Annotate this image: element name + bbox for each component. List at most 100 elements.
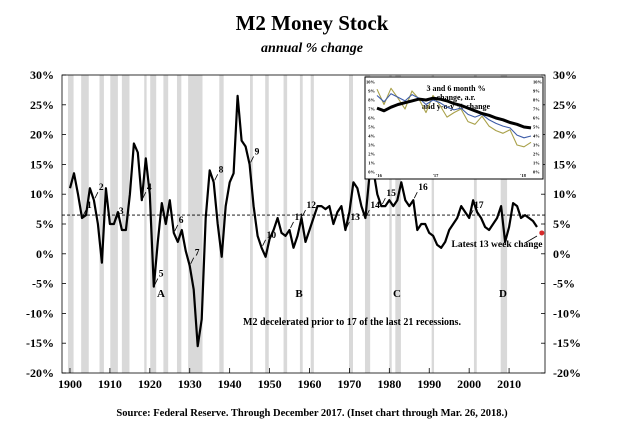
inset-y-tick-left: 1% xyxy=(368,161,375,166)
annotation-arrow xyxy=(302,209,306,217)
annotation-arrow xyxy=(94,191,99,199)
x-tick-label: 1910 xyxy=(98,377,122,391)
recession-band-20 xyxy=(431,75,435,373)
inset-y-tick-right: 1% xyxy=(533,161,540,166)
period-label-c: C xyxy=(393,288,401,300)
annotation-arrow xyxy=(413,191,418,199)
y-tick-right: -20% xyxy=(553,366,581,380)
x-tick-label: 1980 xyxy=(377,377,401,391)
recession-band-18 xyxy=(389,75,392,373)
inset-series-line-0 xyxy=(376,96,532,130)
x-axis: 1900 1910 1920 1930 1940 1950 1960 1970 1980 1990… xyxy=(58,368,521,391)
inset-y-tick-right: 4% xyxy=(533,134,540,139)
inset-series-line-1 xyxy=(376,93,532,139)
y-tick-left: 30% xyxy=(30,68,54,82)
annotation-label: 2 xyxy=(99,183,104,193)
annotation-arrow xyxy=(174,224,179,232)
y-tick-right: 15% xyxy=(553,157,577,171)
annotation-label: 1 xyxy=(87,201,92,211)
inset-x-tick: '17 xyxy=(433,173,440,178)
y-axis-left: 30% 25% 20% 15% 10% 5% 0% -5% -10% -15% -20% xyxy=(26,68,66,380)
annotation-arrow xyxy=(214,174,219,181)
y-tick-right: 25% xyxy=(553,98,577,112)
annotation-label: 7 xyxy=(195,249,200,259)
recession-band-13 xyxy=(283,75,288,373)
y-tick-left: -10% xyxy=(26,306,54,320)
annotation-label: 5 xyxy=(159,270,164,280)
inset-x-axis: '16 '17 '18 xyxy=(376,173,527,178)
annotation-label: 12 xyxy=(307,201,317,211)
inset-series-line-2 xyxy=(376,87,532,148)
y-tick-left: 10% xyxy=(30,187,54,201)
y-tick-left: 20% xyxy=(30,128,54,142)
annotation-label: 15 xyxy=(386,189,396,199)
annotation-arrow xyxy=(82,209,87,217)
y-tick-left: -15% xyxy=(26,336,54,350)
y-tick-right: -15% xyxy=(553,336,581,350)
inset-y-tick-right: 8% xyxy=(533,98,540,103)
recession-band-19 xyxy=(395,75,401,373)
y-tick-left: -5% xyxy=(32,277,54,291)
inset-y-tick-right: 9% xyxy=(533,89,540,94)
x-tick-label: 2010 xyxy=(497,377,521,391)
recession-band-21 xyxy=(473,75,477,373)
recession-band-1 xyxy=(81,75,89,373)
annotation-label: 17 xyxy=(474,201,484,211)
period-label-d: D xyxy=(499,288,507,300)
inset-y-tick-right: 2% xyxy=(533,152,540,157)
x-tick-label: 1960 xyxy=(297,377,321,391)
recession-band-12 xyxy=(265,75,269,373)
y-tick-right: 0% xyxy=(553,247,571,261)
inset-y-tick-left: 4% xyxy=(368,134,375,139)
y-tick-left: -20% xyxy=(26,366,54,380)
annotation-label: 9 xyxy=(255,147,260,157)
inset-y-tick-left: 8% xyxy=(368,98,375,103)
inset-y-tick-right: 6% xyxy=(533,116,540,121)
latest-change-label: Latest 13 week change xyxy=(451,240,542,250)
inset-title-line-3: and y-o-y % change xyxy=(422,102,491,111)
y-tick-right: 10% xyxy=(553,187,577,201)
inset-y-tick-right: 0% xyxy=(533,170,540,175)
x-tick-label: 1900 xyxy=(58,377,82,391)
annotation-arrow xyxy=(262,239,266,247)
recession-band-17 xyxy=(364,75,371,373)
y-tick-right: 20% xyxy=(553,128,577,142)
annotation-arrow xyxy=(190,257,195,264)
latest-change-arrow xyxy=(524,235,538,244)
inset-y-tick-left: 2% xyxy=(368,152,375,157)
annotation-arrow xyxy=(290,221,294,229)
y-tick-left: 5% xyxy=(36,217,54,231)
x-tick-label: 2000 xyxy=(457,377,481,391)
inset-title-line-1: 3 and 6 month % xyxy=(426,84,485,93)
annotation-arrow xyxy=(250,156,254,163)
inset-y-tick-left: 10% xyxy=(366,80,376,85)
recession-band-8 xyxy=(176,75,182,373)
annotation-label: 14 xyxy=(370,201,380,211)
m2-growth-line xyxy=(68,94,538,348)
inset-y-tick-right: 7% xyxy=(533,107,540,112)
chart-title: M2 Money Stock xyxy=(236,11,389,35)
recession-note: M2 decelerated prior to 17 of the last 2… xyxy=(243,317,461,328)
inset-y-tick-left: 6% xyxy=(368,116,375,121)
inset-y-tick-left: 5% xyxy=(368,125,375,130)
inset-y-axis-right: 10% 9% 8% 7% 6% 5% 4% 3% 2% 1% 0% xyxy=(533,80,543,175)
recession-band-11 xyxy=(250,75,253,373)
inset-y-tick-left: 0% xyxy=(368,170,375,175)
inset-y-tick-right: 10% xyxy=(533,80,543,85)
x-tick-label: 1920 xyxy=(138,377,162,391)
period-label-a: A xyxy=(157,288,165,300)
annotation-arrow xyxy=(346,221,350,229)
inset-chart: 3 and 6 month % change, a.r. and y-o-y %… xyxy=(364,76,544,180)
annotation-arrow xyxy=(469,209,474,217)
inset-y-axis-left: 10% 9% 8% 7% 6% 5% 4% 3% 2% 1% 0% xyxy=(366,80,376,175)
y-tick-right: -10% xyxy=(553,306,581,320)
x-tick-label: 1950 xyxy=(258,377,282,391)
inset-x-tick: '18 xyxy=(520,173,527,178)
inset-y-tick-left: 7% xyxy=(368,107,375,112)
period-label-b: B xyxy=(295,288,303,300)
recession-band-2 xyxy=(99,75,104,373)
inset-y-tick-left: 3% xyxy=(368,143,375,148)
recession-band-10 xyxy=(219,75,224,373)
